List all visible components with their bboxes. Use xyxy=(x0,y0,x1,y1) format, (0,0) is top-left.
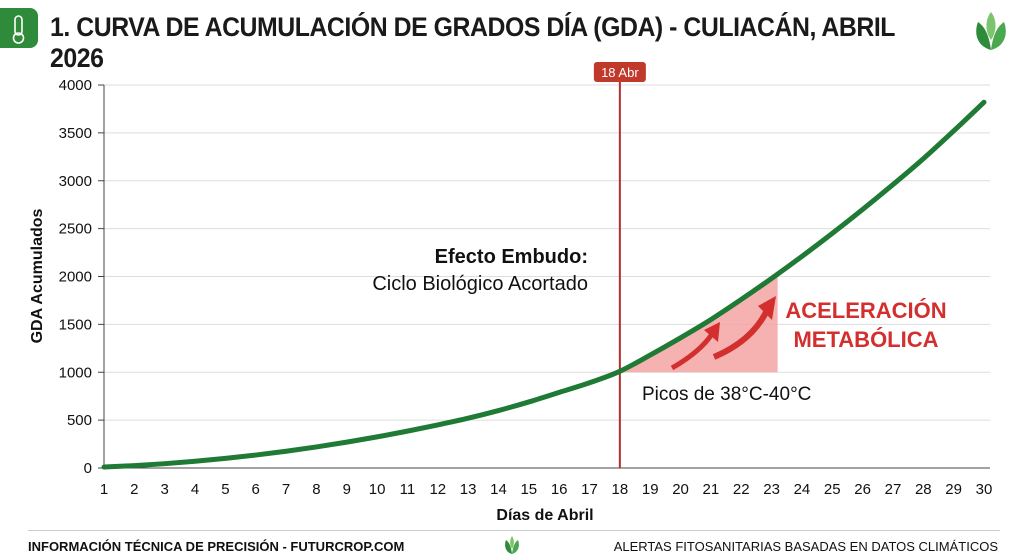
footer-left: INFORMACIÓN TÉCNICA DE PRECISIÓN - FUTUR… xyxy=(28,539,405,554)
marker-label: 18 Abr xyxy=(601,65,639,80)
accel-line2: METABÓLICA xyxy=(793,327,938,352)
funnel-subtitle: Ciclo Biológico Acortado xyxy=(372,273,588,295)
y-tick-label: 500 xyxy=(67,412,92,429)
acceleration-shade xyxy=(619,274,778,373)
arrow-large xyxy=(712,306,771,360)
y-tick-label: 3000 xyxy=(59,173,92,190)
x-tick-label: 14 xyxy=(490,481,507,498)
x-tick-label: 7 xyxy=(282,481,290,498)
peaks-label: Picos de 38°C-40°C xyxy=(642,384,811,405)
y-tick-label: 3500 xyxy=(59,125,92,142)
x-tick-label: 4 xyxy=(191,481,199,498)
y-axis-label: GDA Acumulados xyxy=(29,208,46,343)
y-tick-label: 0 xyxy=(84,460,92,477)
footer-divider xyxy=(28,530,1000,531)
x-tick-label: 24 xyxy=(794,481,811,498)
page-title: 1. CURVA DE ACUMULACIÓN DE GRADOS DÍA (G… xyxy=(50,12,895,73)
accel-line1: ACELERACIÓN xyxy=(785,298,946,323)
arrow-small-head xyxy=(704,322,720,342)
x-tick-label: 5 xyxy=(221,481,229,498)
x-tick-label: 12 xyxy=(429,481,446,498)
x-tick-label: 15 xyxy=(520,481,537,498)
x-tick-label: 2 xyxy=(130,481,138,498)
x-tick-label: 29 xyxy=(945,481,962,498)
x-tick-label: 10 xyxy=(369,481,386,498)
x-tick-label: 16 xyxy=(551,481,568,498)
y-tick-label: 2500 xyxy=(59,221,92,238)
x-tick-label: 17 xyxy=(581,481,598,498)
x-tick-label: 21 xyxy=(703,481,720,498)
arrow-large-head xyxy=(758,296,776,320)
funnel-title: Efecto Embudo: xyxy=(435,246,588,268)
arrow-small xyxy=(670,332,715,371)
x-tick-label: 27 xyxy=(885,481,902,498)
x-tick-label: 11 xyxy=(400,481,416,498)
x-tick-label: 19 xyxy=(642,481,659,498)
y-tick-label: 4000 xyxy=(59,77,92,94)
y-tick-label: 2000 xyxy=(59,269,92,286)
x-tick-label: 28 xyxy=(915,481,932,498)
x-tick-label: 9 xyxy=(343,481,351,498)
x-tick-label: 26 xyxy=(854,481,871,498)
x-tick-label: 13 xyxy=(460,481,477,498)
x-tick-label: 25 xyxy=(824,481,841,498)
footer-leaf-icon xyxy=(503,535,521,560)
gda-curve xyxy=(101,99,987,470)
x-tick-label: 18 xyxy=(612,481,629,498)
x-tick-label: 30 xyxy=(976,481,993,498)
x-tick-label: 3 xyxy=(161,481,169,498)
x-axis-label: Días de Abril xyxy=(496,507,593,524)
y-tick-label: 1500 xyxy=(59,316,92,333)
leaf-logo xyxy=(972,10,1010,57)
x-tick-label: 20 xyxy=(672,481,689,498)
x-tick-label: 1 xyxy=(100,481,108,498)
y-tick-label: 1000 xyxy=(59,364,92,381)
x-tick-label: 8 xyxy=(312,481,320,498)
thermometer-icon xyxy=(0,8,38,48)
footer-right: ALERTAS FITOSANITARIAS BASADAS EN DATOS … xyxy=(613,539,998,554)
marker-badge xyxy=(593,62,646,82)
x-tick-label: 23 xyxy=(763,481,780,498)
x-tick-label: 6 xyxy=(252,481,260,498)
x-tick-label: 22 xyxy=(733,481,750,498)
